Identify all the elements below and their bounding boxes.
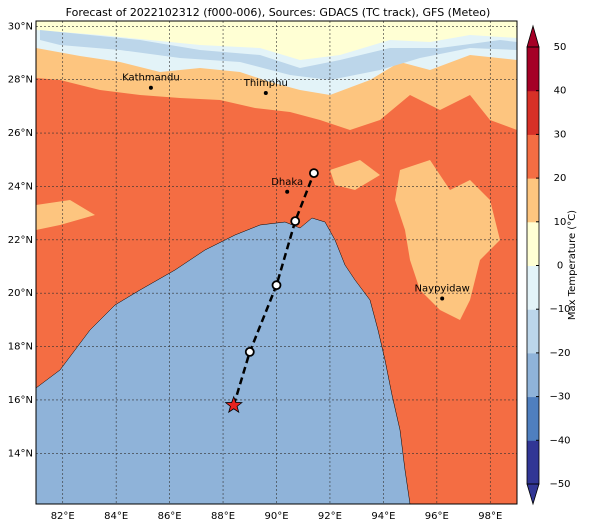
colorbar-tick-label: 40	[554, 86, 567, 97]
colorbar: −50 −40 −30 −20 −10 0 10 20 30 40 50	[526, 24, 571, 506]
colorbar-segment	[527, 178, 539, 223]
colorbar-tick-label: −40	[549, 435, 570, 446]
colorbar-segment	[527, 440, 539, 485]
x-tick-label: 86°E	[158, 511, 182, 522]
colorbar-segment	[527, 47, 539, 92]
colorbar-tick-label: −30	[549, 392, 570, 403]
x-tick-label: 98°E	[478, 511, 502, 522]
city-marker	[440, 296, 445, 301]
snow-band	[40, 30, 517, 80]
y-tick-label: 22°N	[8, 235, 33, 246]
warm-patch	[36, 200, 95, 230]
y-tick-label: 28°N	[8, 75, 33, 86]
track-point	[244, 346, 255, 357]
map-frame	[35, 20, 518, 505]
city-marker	[285, 189, 290, 194]
colorbar-segment	[527, 221, 539, 266]
colorbar-segment	[527, 90, 539, 135]
y-tick-label: 18°N	[8, 342, 33, 353]
city-label: Dhaka	[271, 177, 303, 188]
colorbar-tick-label: 30	[554, 129, 567, 140]
city-marker	[263, 91, 268, 96]
city-marker	[148, 85, 153, 90]
y-tick-label: 14°N	[8, 448, 33, 459]
x-tick-label: 90°E	[264, 511, 288, 522]
x-tick-label: 84°E	[104, 511, 128, 522]
colorbar-tick-label: 10	[554, 217, 567, 228]
colorbar-extend	[526, 24, 540, 48]
x-tick-label: 82°E	[51, 511, 75, 522]
colorbar-tick-label: 0	[557, 261, 563, 272]
city-label: Thimphu	[243, 78, 288, 89]
colorbar-tick-label: −20	[549, 348, 570, 359]
y-tick-label: 16°N	[8, 395, 33, 406]
colorbar-label: Max Temperature (°C)	[567, 210, 578, 320]
colorbar-tick-label: 20	[554, 173, 567, 184]
track-start	[224, 395, 243, 414]
warm-patch	[330, 160, 380, 190]
x-tick-label: 92°E	[318, 511, 342, 522]
colorbar-segment	[527, 309, 539, 354]
colorbar-segment	[527, 396, 539, 441]
colorbar-segment	[527, 134, 539, 179]
y-tick-label: 30°N	[8, 21, 33, 32]
x-tick-label: 96°E	[425, 511, 449, 522]
city-label: Naypyidaw	[415, 284, 470, 295]
y-tick-label: 20°N	[8, 288, 33, 299]
colorbar-tick-label: −50	[549, 479, 570, 490]
y-tick-label: 26°N	[8, 128, 33, 139]
city-label: Kathmandu	[122, 73, 180, 84]
track-point	[290, 216, 301, 227]
track-point	[309, 168, 319, 179]
colorbar-tick-label: 50	[554, 42, 567, 53]
cool-band	[36, 21, 517, 60]
x-tick-label: 94°E	[371, 511, 395, 522]
colorbar-segment	[527, 352, 539, 398]
colorbar-extend	[526, 483, 540, 506]
colorbar-segment	[527, 265, 539, 310]
warm-patch	[395, 160, 500, 320]
colorbar-tick-label: −10	[549, 304, 570, 315]
y-tick-label: 24°N	[8, 181, 33, 192]
x-tick-label: 88°E	[211, 511, 235, 522]
map-title: Forecast of 2022102312 (f000-006), Sourc…	[66, 6, 491, 19]
map-area: Kathmandu Thimphu Dhaka Naypyidaw	[36, 21, 517, 504]
track-point	[271, 280, 282, 291]
